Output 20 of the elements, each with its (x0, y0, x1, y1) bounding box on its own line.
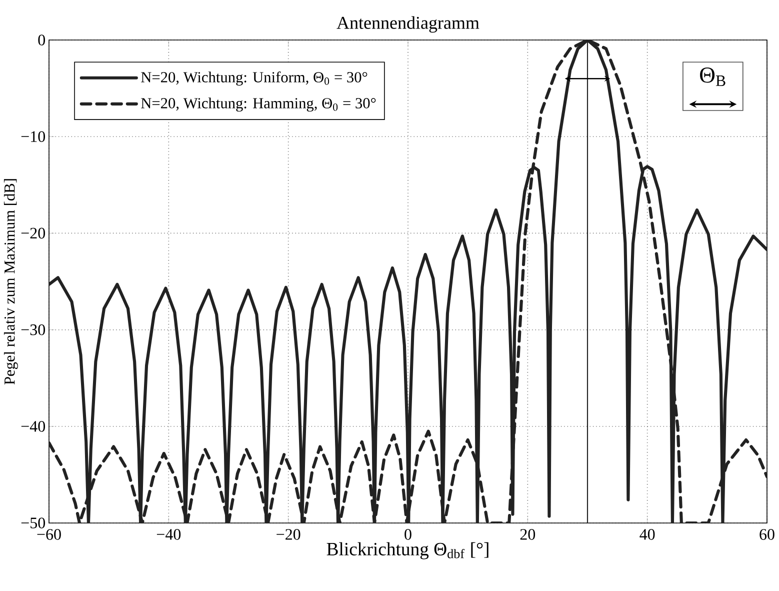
legend-label: N=20, Wichtung: Uniform, Θ$_{0}$ = 30° (141, 71, 368, 86)
annotation: Θ$_{B}$ (700, 67, 726, 86)
y-tick-label: −40 (21, 420, 46, 432)
y-tick-label: −50 (21, 518, 46, 528)
y-tick-label: 0 (38, 34, 46, 46)
x-tick-label: 20 (520, 529, 536, 540)
y-tick-label: −10 (21, 131, 46, 142)
x-tick-label: 0 (404, 529, 412, 540)
chart-title: Antennendiagramm (336, 16, 480, 33)
x-tick-label: −20 (276, 529, 300, 540)
legend-label: N=20, Wichtung: Hamming, Θ$_{0}$ = 30° (141, 98, 376, 112)
y-tick-label: −20 (21, 228, 46, 239)
x-axis-title: Blickrichtung Θ$_{dbf}$ [°] (326, 542, 488, 560)
x-tick-label: −60 (37, 529, 61, 540)
y-tick-label: −30 (21, 324, 46, 336)
line-series (49, 40, 767, 523)
y-axis-title: Pegel relativ zum Maximum [dB] (4, 179, 18, 385)
x-tick-label: −40 (156, 529, 181, 540)
x-tick-label: 40 (640, 529, 655, 540)
x-tick-label: 60 (760, 529, 774, 540)
